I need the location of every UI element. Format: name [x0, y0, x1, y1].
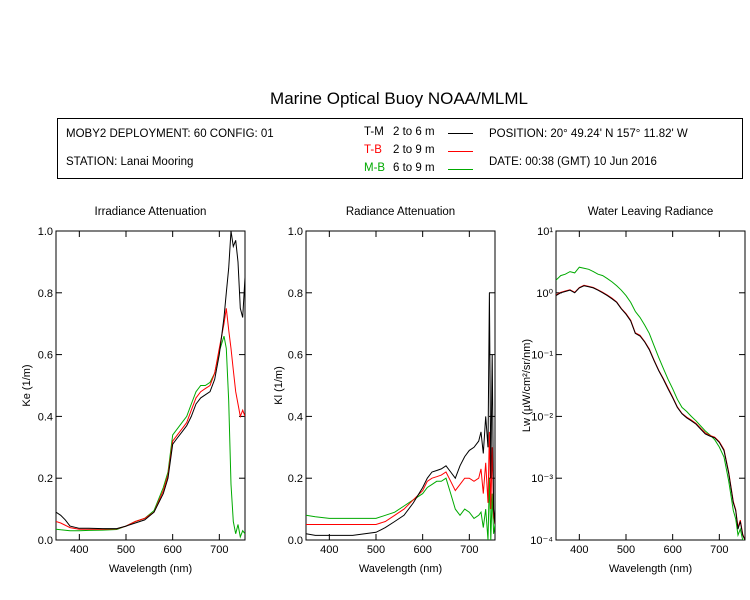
y-tick-label: 0.4 [38, 411, 53, 423]
plot-frame [55, 230, 246, 541]
series-line-t-m [306, 292, 495, 536]
date-text: DATE: 00:38 (GMT) 10 Jun 2016 [489, 156, 657, 168]
y-tick-label: 0.8 [288, 288, 303, 300]
x-tick-label: 400 [320, 544, 338, 556]
legend-code-tm: T-M [364, 126, 384, 138]
y-tick-label: 1.0 [288, 226, 303, 238]
x-tick-label: 400 [570, 544, 588, 556]
y-axis-label: Kl (1/m) [273, 366, 285, 405]
y-tick-label: 0.6 [38, 350, 53, 362]
panel-title: Radiance Attenuation [346, 206, 455, 218]
x-axis-label: Wavelength (nm) [109, 563, 192, 575]
chart-title: Marine Optical Buoy NOAA/MLML [270, 89, 528, 108]
x-tick-label: 600 [163, 544, 181, 556]
y-tick-label: 0.6 [288, 350, 303, 362]
panel-title: Irradiance Attenuation [95, 206, 207, 218]
y-tick-label: 0.0 [288, 535, 303, 547]
plot-frame [305, 230, 496, 541]
deployment-text: MOBY2 DEPLOYMENT: 60 CONFIG: 01 [66, 128, 274, 140]
y-tick-label: 10⁰ [536, 288, 553, 300]
legend-range-tb: 2 to 9 m [393, 144, 435, 156]
y-tick-label: 10¹ [537, 226, 553, 238]
info-box: MOBY2 DEPLOYMENT: 60 CONFIG: 01 STATION:… [57, 118, 743, 179]
x-axis-label: Wavelength (nm) [609, 563, 692, 575]
series-line-m-b [306, 477, 495, 540]
x-tick-label: 600 [413, 544, 431, 556]
legend-line-tb [448, 151, 473, 152]
station-text: STATION: Lanai Mooring [66, 156, 194, 168]
y-tick-label: 0.2 [288, 473, 303, 485]
x-tick-label: 600 [663, 544, 681, 556]
y-tick-label: 0.0 [38, 535, 53, 547]
series-line-t-m [556, 285, 745, 540]
x-axis-label: Wavelength (nm) [359, 563, 442, 575]
series-line-t-b [306, 431, 495, 525]
y-tick-label: 0.2 [38, 473, 53, 485]
y-tick-label: 0.4 [288, 411, 303, 423]
legend-code-tb: T-B [364, 144, 382, 156]
x-tick-label: 700 [710, 544, 728, 556]
legend-line-tm [448, 133, 473, 134]
y-tick-label: 1.0 [38, 226, 53, 238]
y-tick-label: 10⁻² [531, 411, 553, 423]
y-tick-label: 10⁻³ [531, 473, 553, 485]
x-tick-label: 500 [617, 544, 635, 556]
panel-title: Water Leaving Radiance [588, 206, 714, 218]
y-axis-label: Lw (µW/cm²/sr/nm) [521, 339, 533, 432]
y-tick-label: 0.8 [38, 288, 53, 300]
series-line-t-b [556, 284, 745, 540]
y-axis-label: Ke (1/m) [21, 364, 33, 406]
x-tick-label: 500 [367, 544, 385, 556]
series-line-t-m [56, 231, 245, 530]
plot-frame [555, 230, 746, 541]
x-tick-label: 700 [210, 544, 228, 556]
y-tick-label: 10⁻¹ [531, 350, 553, 362]
x-tick-label: 700 [460, 544, 478, 556]
series-line-m-b [56, 335, 245, 539]
x-tick-label: 400 [70, 544, 88, 556]
legend-code-mb: M-B [364, 162, 386, 174]
x-tick-label: 500 [117, 544, 135, 556]
legend-range-mb: 6 to 9 m [393, 162, 435, 174]
position-text: POSITION: 20° 49.24' N 157° 11.82' W [489, 128, 688, 140]
series-line-m-b [556, 266, 745, 540]
y-tick-label: 10⁻⁴ [530, 535, 553, 547]
series-line-t-b [56, 308, 245, 530]
legend-line-mb [448, 169, 473, 170]
legend-range-tm: 2 to 6 m [393, 126, 435, 138]
